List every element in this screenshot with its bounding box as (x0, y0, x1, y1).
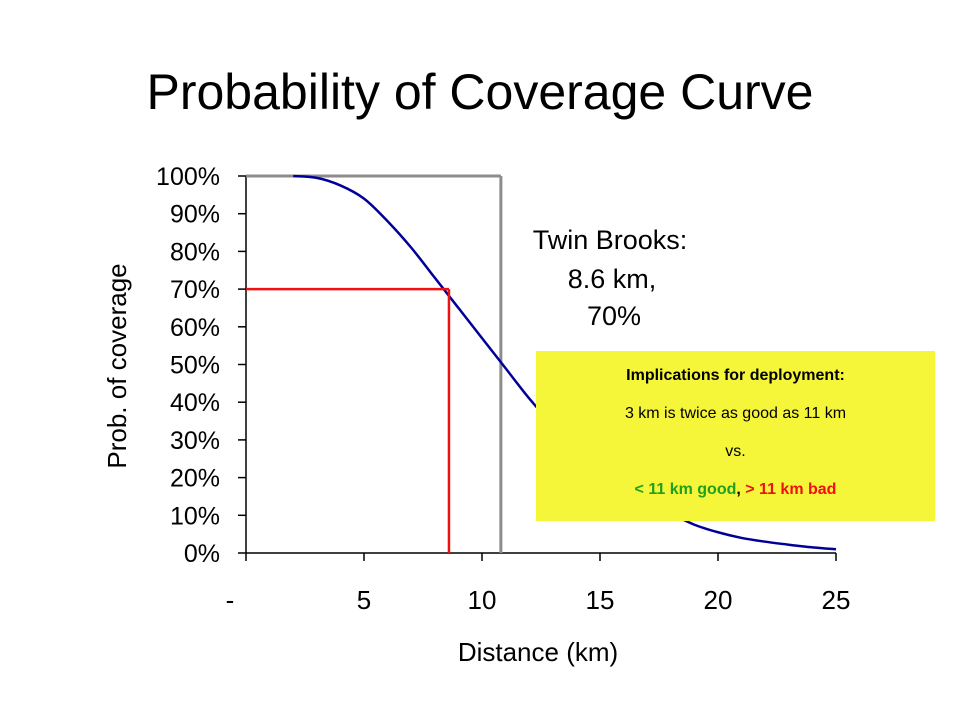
x-tick-label: 15 (586, 585, 615, 615)
bad-range-text: > 11 km bad (745, 481, 837, 498)
slide-title: Probability of Coverage Curve (146, 64, 814, 120)
y-tick-label: 80% (170, 238, 220, 266)
y-tick-label: 20% (170, 465, 220, 493)
info-box-line-3: < 11 km good, > 11 km bad (536, 477, 935, 515)
deployment-implications-box: Implications for deployment: 3 km is twi… (536, 351, 935, 521)
good-range-text: < 11 km good (634, 481, 737, 498)
y-axis-ticks: 0% 10% 20% 30% 40% 50% 60% 70% 80% 90% 100% (156, 163, 246, 568)
x-tick-label: 20 (704, 585, 733, 615)
info-box-line-2: vs. (725, 443, 746, 460)
x-axis-title: Distance (km) (458, 637, 618, 667)
x-axis-ticks: - 5 10 15 20 25 (226, 553, 851, 615)
x-tick-label: 5 (357, 585, 371, 615)
y-tick-label: 90% (170, 201, 220, 229)
x-tick-label: 10 (468, 585, 497, 615)
annotation-line-2: 8.6 km, (568, 264, 657, 294)
y-tick-label: 50% (170, 352, 220, 380)
annotation-line-1: Twin Brooks: (533, 225, 688, 255)
y-tick-label: 30% (170, 427, 220, 455)
separator-text: , (736, 481, 741, 498)
y-tick-label: 40% (170, 389, 220, 417)
info-box-line-1: 3 km is twice as good as 11 km (624, 405, 847, 422)
y-tick-label: 100% (156, 163, 220, 191)
info-box-title: Implications for deployment: (626, 367, 845, 384)
y-tick-label: 0% (184, 540, 220, 568)
y-tick-label: 70% (170, 276, 220, 304)
y-tick-label: 10% (170, 502, 220, 530)
annotation-line-3: 70% (587, 301, 641, 331)
x-tick-label: - (226, 585, 235, 615)
y-tick-label: 60% (170, 314, 220, 342)
y-axis-title: Prob. of coverage (102, 263, 132, 468)
x-tick-label: 25 (822, 585, 851, 615)
